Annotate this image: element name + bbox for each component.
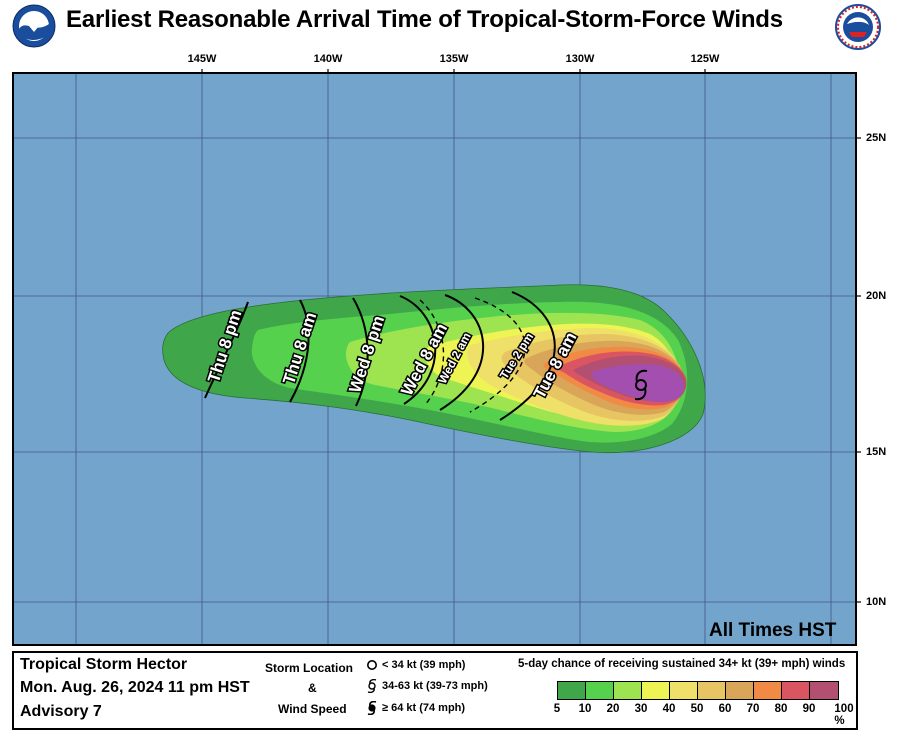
probability-legend-title: 5-day chance of receiving sustained 34+ … [518, 658, 846, 670]
nws-logo-icon [835, 4, 881, 50]
storm-symbol-icon [367, 679, 377, 693]
lat-label-20n: 20N [866, 290, 887, 302]
cb-label-50: 50 [690, 703, 704, 715]
page-title: Earliest Reasonable Arrival Time of Trop… [66, 6, 783, 33]
lat-label-15n: 15N [866, 446, 887, 458]
noaa-logo-icon [12, 4, 56, 48]
cb-label-20: 20 [606, 703, 620, 715]
contour-thu-8am [289, 299, 310, 403]
storm-name: Tropical Storm Hector [20, 656, 188, 673]
cb-label-60: 60 [718, 703, 732, 715]
depression-symbol-icon [367, 660, 377, 670]
cb-label-10: 10 [578, 703, 592, 715]
swatch-5-10 [558, 682, 586, 699]
wind-speed-label: Wind Speed [278, 702, 347, 716]
swatch-90-100 [810, 682, 838, 699]
cb-label-70: 70 [746, 703, 760, 715]
prob-95-100 [592, 364, 684, 402]
advisory-number: Advisory 7 [20, 703, 102, 720]
contour-thu-8pm [204, 301, 249, 399]
swatch-80-90 [782, 682, 810, 699]
legend-panel: Tropical Storm Hector Mon. Aug. 26, 2024… [12, 651, 858, 730]
symbol-depression-text: < 34 kt (39 mph) [382, 659, 466, 671]
swatch-30-40 [642, 682, 670, 699]
swatch-70-80 [754, 682, 782, 699]
lon-label-125w: 125W [690, 53, 720, 65]
swatch-50-60 [698, 682, 726, 699]
probability-colorbar [557, 681, 839, 700]
lon-label-145w: 145W [187, 53, 217, 65]
advisory-time: Mon. Aug. 26, 2024 11 pm HST [20, 679, 250, 696]
lat-label-25n: 25N [866, 132, 887, 144]
cb-label-90: 90 [802, 703, 816, 715]
cb-label-80: 80 [774, 703, 788, 715]
contour-wed-8am [399, 295, 437, 405]
cb-label-30: 30 [634, 703, 648, 715]
contour-wed-2am [439, 294, 484, 411]
cb-label-40: 40 [662, 703, 676, 715]
contour-wed-8pm [352, 297, 369, 407]
time-zone-note: All Times HST [709, 620, 837, 641]
storm-location-label: Storm Location [265, 661, 354, 675]
arrival-contours [204, 291, 556, 421]
contour-wed-2am-dashed [419, 299, 445, 406]
cb-label-5: 5 [553, 703, 561, 715]
symbol-hurricane-text: ≥ 64 kt (74 mph) [382, 702, 466, 714]
swatch-40-50 [670, 682, 698, 699]
symbol-storm-text: 34-63 kt (39-73 mph) [382, 680, 488, 692]
tropical-storm-icon [634, 369, 648, 401]
swatch-20-30 [614, 682, 642, 699]
ampersand-label: & [308, 681, 317, 695]
swatch-10-20 [586, 682, 614, 699]
contour-tue-8am [499, 291, 556, 421]
lon-label-130w: 130W [565, 53, 595, 65]
hurricane-symbol-icon [367, 701, 377, 715]
lon-label-135w: 135W [439, 53, 469, 65]
probability-swath [162, 284, 706, 454]
contour-tue-2pm-dashed [469, 297, 526, 413]
cb-label-100: 100 % [834, 703, 854, 727]
lon-label-140w: 140W [313, 53, 343, 65]
lat-label-10n: 10N [866, 596, 887, 608]
swatch-60-70 [726, 682, 754, 699]
